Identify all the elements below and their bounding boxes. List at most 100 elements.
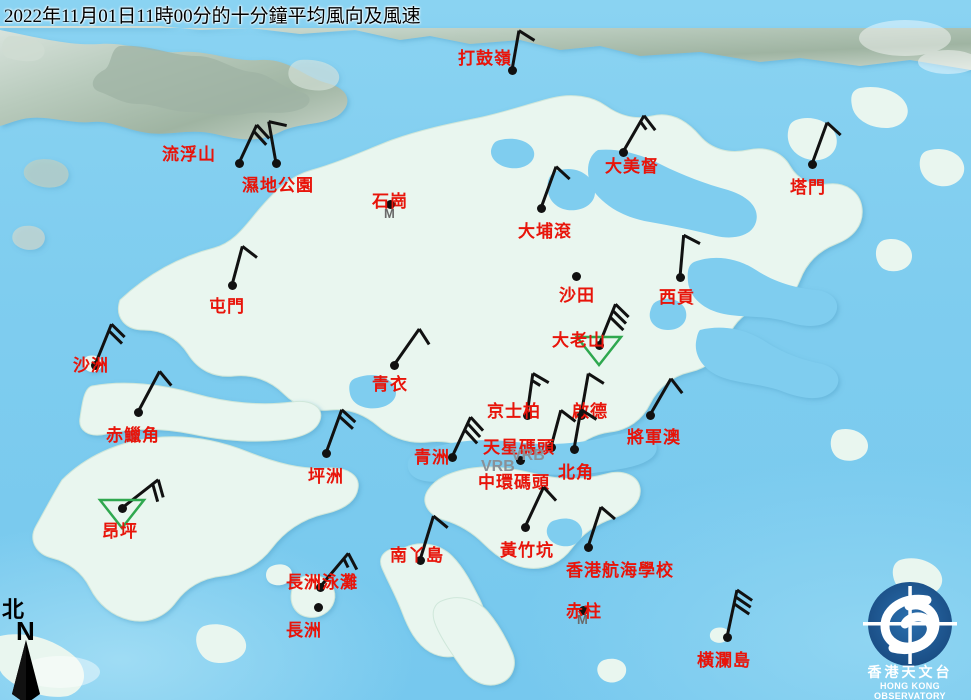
vrb-central-lower: VRB — [481, 458, 515, 475]
wind-barb-hk-sea-school — [586, 505, 616, 548]
station-dot-north-point — [569, 444, 579, 454]
station-label-kings-park: 京士柏 — [487, 402, 541, 421]
station-label-tap-mun: 塔門 — [790, 178, 826, 197]
station-label-hk-sea-school: 香港航海學校 — [566, 561, 674, 580]
station-dot-kings-park — [522, 410, 532, 420]
station-dot-tates-cairn — [594, 340, 604, 350]
wind-barb-chek-lap-kok — [136, 370, 173, 413]
station-label-cheung-chau-beach: 長洲泳灘 — [286, 573, 358, 592]
wind-barb-peng-chau — [324, 408, 357, 454]
station-label-ta-kwu-ling: 打鼓嶺 — [458, 49, 512, 68]
station-dot-sai-kung — [675, 272, 685, 282]
station-label-peng-chau: 坪洲 — [308, 467, 344, 486]
station-dot-ngong-ping — [117, 503, 127, 513]
station-dot-stanley — [578, 605, 588, 615]
hko-emblem-icon — [863, 582, 957, 666]
wind-barb-sha-chau — [93, 323, 126, 366]
station-label-tai-mei-tuk: 大美督 — [605, 157, 659, 176]
station-label-star-ferry: 天星碼頭 — [483, 438, 555, 457]
hko-logo: 香港天文台 HONG KONG OBSERVATORY — [849, 578, 971, 700]
station-label-wong-chuk-hang: 黃竹坑 — [500, 541, 554, 560]
station-dot-lau-fau-shan — [234, 158, 244, 168]
cloud-overlay — [20, 20, 971, 688]
wind-barb-sai-kung — [678, 233, 701, 278]
new-territories-landmass — [118, 95, 863, 482]
north-arrow-icon — [12, 640, 40, 700]
lamma-island — [380, 543, 515, 686]
station-label-chek-lap-kok: 赤鱲角 — [106, 426, 160, 445]
cheung-chau-island — [266, 564, 336, 618]
station-label-waglan-island: 橫瀾島 — [697, 651, 751, 670]
station-label-green-island: 青洲 — [414, 448, 450, 467]
vrb-central-upper: VRB — [511, 447, 545, 464]
station-dot-chek-lap-kok — [133, 407, 143, 417]
station-dot-wong-chuk-hang — [520, 522, 530, 532]
wind-barb-tap-mun — [810, 121, 842, 165]
wind-barb-wong-chuk-hang — [523, 486, 558, 528]
station-dot-tsing-yi — [389, 360, 399, 370]
wind-barb-wetland-park — [267, 120, 287, 164]
station-dot-sha-chau — [90, 360, 100, 370]
station-dot-peng-chau — [321, 448, 331, 458]
station-dot-lamma-island — [415, 555, 425, 565]
missing-marker-stanley: M — [577, 612, 588, 627]
compass-label-cn: 北 — [2, 597, 25, 622]
wind-barb-lau-fau-shan — [237, 123, 271, 164]
station-label-sha-chau: 沙洲 — [73, 356, 109, 375]
station-dot-wetland-park — [271, 158, 281, 168]
station-dot-tap-mun — [807, 159, 817, 169]
station-dot-tuen-mun — [227, 280, 237, 290]
station-dot-central-pier — [515, 455, 525, 465]
wind-barb-tseung-kwan-o — [648, 377, 684, 416]
station-label-sha-tin: 沙田 — [559, 286, 595, 305]
station-label-lamma-island: 南丫島 — [390, 546, 444, 565]
station-dot-star-ferry — [546, 442, 556, 452]
station-label-wetland-park: 濕地公園 — [242, 176, 314, 195]
hong-kong-island — [424, 466, 641, 569]
station-dot-tai-po-kau — [536, 203, 546, 213]
station-label-kai-tak: 啟德 — [572, 402, 608, 421]
mainland-landmass — [0, 26, 971, 250]
wind-barb-tsing-yi — [392, 328, 431, 366]
wind-barb-north-point — [572, 408, 598, 450]
station-label-tates-cairn: 大老山 — [552, 331, 606, 350]
gust-triangle-ngong-ping — [97, 498, 147, 531]
station-dot-tai-mei-tuk — [618, 147, 628, 157]
wind-barb-kings-park — [525, 372, 550, 416]
wind-barb-tai-mei-tuk — [621, 114, 657, 153]
gust-triangle-tates-cairn — [574, 335, 624, 368]
wind-barb-green-island — [450, 416, 485, 458]
station-dot-waglan-island — [722, 632, 732, 642]
station-dot-shek-kong — [385, 199, 395, 209]
station-label-lau-fau-shan: 流浮山 — [162, 145, 216, 164]
station-label-central-pier: 中環碼頭 — [478, 473, 550, 492]
station-dot-tseung-kwan-o — [645, 410, 655, 420]
station-label-tai-po-kau: 大埔滾 — [518, 222, 572, 241]
hko-logo-en: HONG KONG OBSERVATORY — [874, 681, 946, 700]
wind-barb-tuen-mun — [230, 245, 258, 286]
wind-barb-waglan-island — [725, 588, 753, 638]
page-title: 2022年11月01日11時00分的十分鐘平均風向及風速 — [4, 6, 421, 27]
wind-barb-tai-po-kau — [539, 165, 571, 209]
station-dot-ta-kwu-ling — [507, 65, 517, 75]
missing-marker-shek-kong: M — [384, 206, 395, 221]
station-label-north-point: 北角 — [558, 463, 594, 482]
station-dot-green-island — [447, 452, 457, 462]
station-dot-hk-sea-school — [583, 542, 593, 552]
station-label-ngong-ping: 昂坪 — [102, 522, 138, 541]
station-label-cheung-chau: 長洲 — [286, 621, 322, 640]
wind-barb-kai-tak — [579, 372, 605, 416]
compass-label-en: N — [16, 616, 35, 646]
wind-barb-lamma-island — [418, 514, 449, 561]
wind-barb-cheung-chau-beach — [318, 552, 359, 588]
wind-barb-star-ferry — [549, 409, 577, 448]
station-label-shek-kong: 石崗 — [372, 192, 408, 211]
compass-rose: 北 N — [2, 592, 62, 700]
station-dot-sha-tin — [571, 271, 581, 281]
wind-barb-ta-kwu-ling — [510, 29, 536, 71]
station-label-tuen-mun: 屯門 — [209, 297, 245, 316]
wind-barb-ngong-ping — [121, 478, 165, 510]
hko-logo-cn: 香港天文台 — [867, 666, 953, 681]
